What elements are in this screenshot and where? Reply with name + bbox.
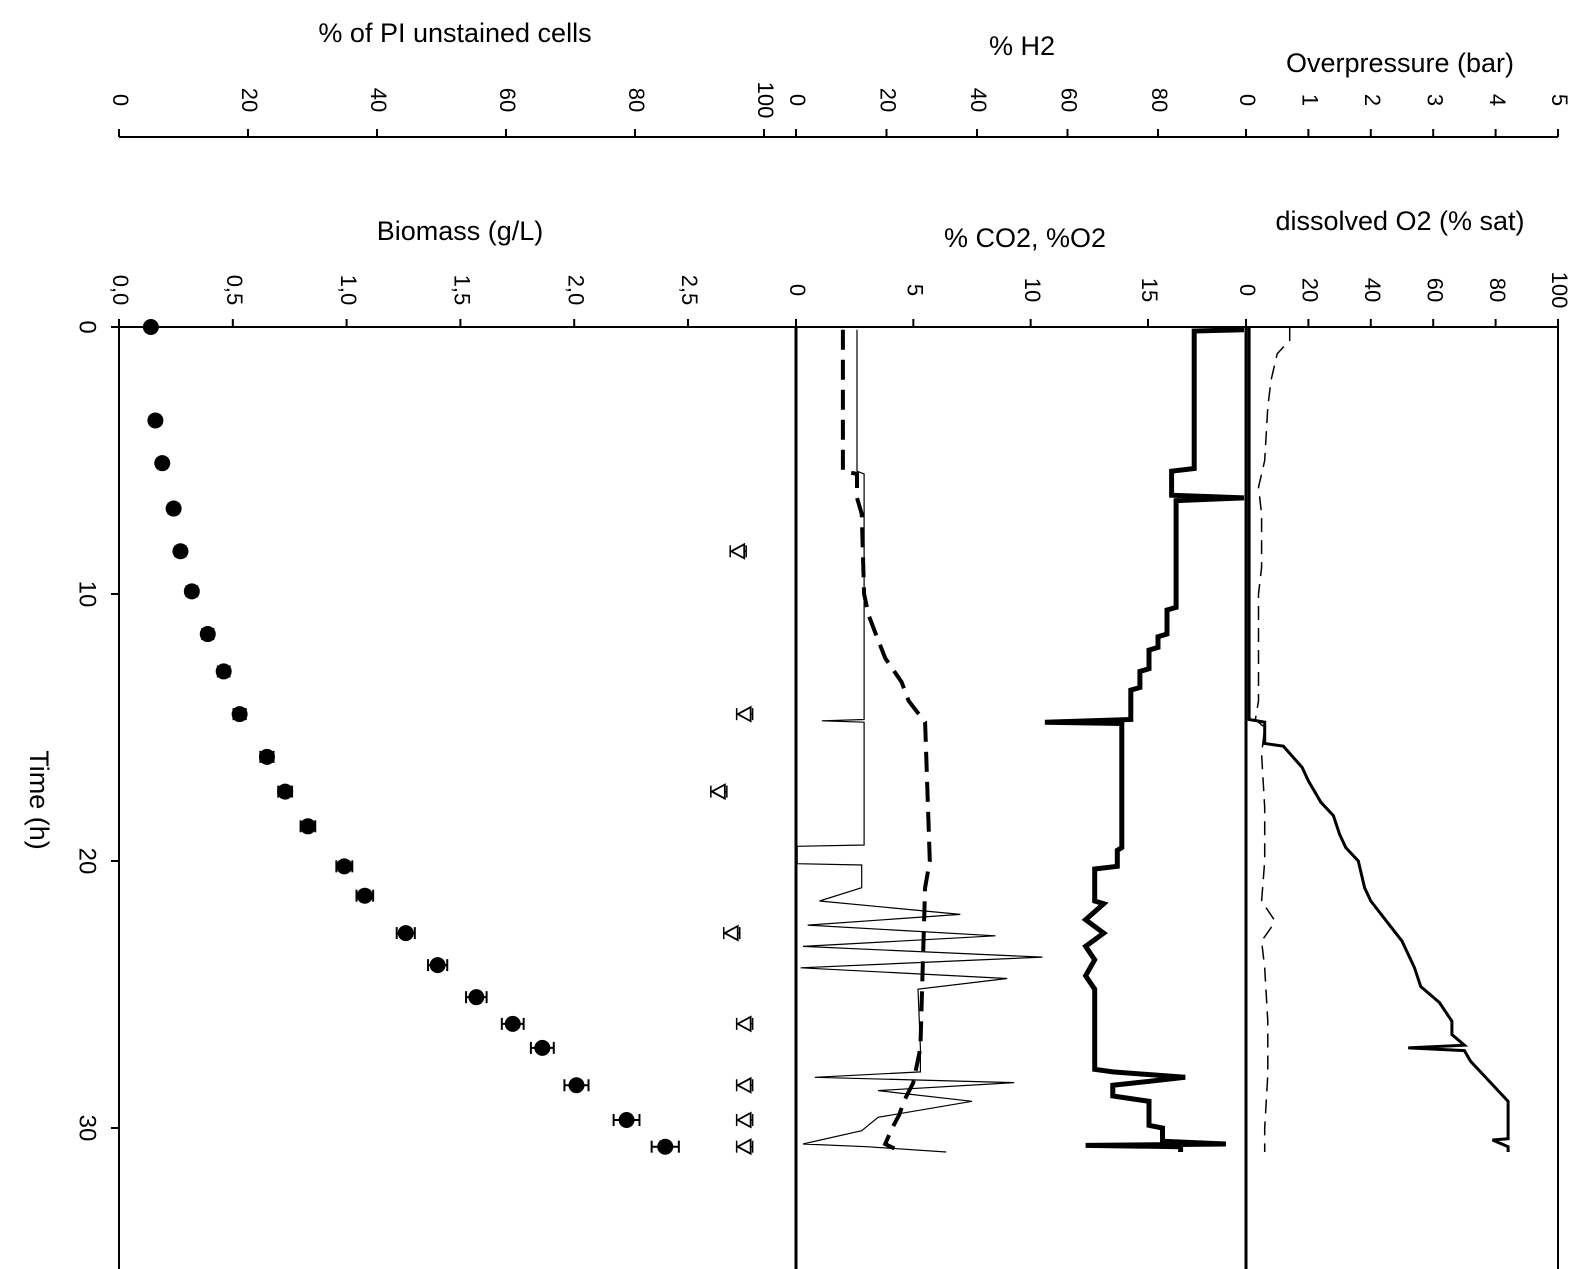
tick-label: 1 xyxy=(1298,94,1323,106)
tick-label: 1,5 xyxy=(450,275,475,306)
time-axis-title: Time (h) xyxy=(24,750,54,850)
tick-label: 4 xyxy=(1485,94,1510,106)
tick-label: 0,5 xyxy=(222,275,247,306)
axis-titles: % of PI unstained cells % H2 Overpressur… xyxy=(24,18,1525,850)
biomass-point xyxy=(657,1138,674,1155)
tick-label: 80 xyxy=(624,88,649,112)
panel-frames xyxy=(118,136,1559,1269)
pi-point xyxy=(722,924,739,942)
tick-label: 2 xyxy=(1360,94,1385,106)
tick-label: 40 xyxy=(366,88,391,112)
overpressure-line xyxy=(1247,327,1510,1152)
biomass-point xyxy=(231,706,248,723)
biomass-point xyxy=(142,319,159,335)
tick-label: 100 xyxy=(1547,272,1572,309)
biomass-point xyxy=(172,543,189,560)
biomass-point xyxy=(277,783,294,800)
h2-axis-title: % H2 xyxy=(989,31,1055,61)
tick-label: 60 xyxy=(1057,88,1082,112)
tick-label: 10 xyxy=(1020,278,1045,302)
biomass-point xyxy=(618,1111,635,1128)
biomass-point xyxy=(468,989,485,1006)
time-tick-label: 10 xyxy=(74,581,101,608)
tick-label: 1,0 xyxy=(336,275,361,306)
time-tick-label: 0 xyxy=(74,320,101,333)
tick-label: 100 xyxy=(753,82,778,119)
tick-label: 60 xyxy=(495,88,520,112)
h2-line xyxy=(1044,327,1245,1152)
overpressure-axis-title: Overpressure (bar) xyxy=(1286,48,1514,78)
biomass-point xyxy=(165,500,182,517)
biomass-point xyxy=(183,583,200,600)
tick-label: 20 xyxy=(237,88,262,112)
series-layer xyxy=(142,319,1510,1156)
biomass-point xyxy=(504,1015,521,1032)
biomass-point xyxy=(568,1077,585,1094)
biomass-point xyxy=(356,887,373,904)
pi-point xyxy=(735,705,752,723)
biomass-point xyxy=(199,626,216,643)
pi-point xyxy=(735,1111,752,1129)
tick-label: 2,0 xyxy=(563,275,588,306)
dissolved-o2-line xyxy=(1254,327,1291,1152)
tick-label: 0 xyxy=(108,94,133,106)
biomass-axis-title: Biomass (g/L) xyxy=(377,216,544,246)
biomass-point xyxy=(534,1039,551,1056)
tick-label: 0 xyxy=(1235,94,1260,106)
tick-label: 80 xyxy=(1485,278,1510,302)
tick-label: 3 xyxy=(1422,94,1447,106)
biomass-point xyxy=(336,858,353,875)
pi-point xyxy=(735,1015,752,1033)
tick-label: 0 xyxy=(1235,284,1260,296)
biomass-point xyxy=(154,455,171,472)
tick-label: 5 xyxy=(903,284,928,296)
tick-label: 60 xyxy=(1422,278,1447,302)
time-tick-label: 30 xyxy=(74,1115,101,1142)
pi-point xyxy=(735,1138,752,1156)
o2-line xyxy=(840,329,932,1154)
tick-label: 2,5 xyxy=(677,275,702,306)
pi-point xyxy=(735,1076,752,1094)
tick-label: 15 xyxy=(1137,278,1162,302)
pi-point xyxy=(709,783,726,801)
time-tick-label: 20 xyxy=(74,848,101,875)
do2-axis-title: dissolved O2 (% sat) xyxy=(1275,206,1524,236)
tick-label: 0,0 xyxy=(108,275,133,306)
tick-label: 0 xyxy=(785,284,810,296)
tick-label: 40 xyxy=(966,88,991,112)
co2-line xyxy=(796,329,1043,1153)
tick-label: 80 xyxy=(1147,88,1172,112)
biomass-point xyxy=(215,663,232,680)
pi-point xyxy=(729,542,746,560)
biomass-point xyxy=(397,925,414,942)
tick-label: 40 xyxy=(1360,278,1385,302)
tick-label: 20 xyxy=(876,88,901,112)
tick-label: 20 xyxy=(1298,278,1323,302)
biomass-point xyxy=(258,748,275,765)
biomass-point xyxy=(299,818,316,835)
tick-label: 5 xyxy=(1547,94,1572,106)
biomass-point xyxy=(147,412,164,429)
co2o2-axis-title: % CO2, %O2 xyxy=(944,223,1106,253)
tick-label: 0 xyxy=(785,94,810,106)
biomass-point xyxy=(429,957,446,974)
pi-axis-title: % of PI unstained cells xyxy=(318,18,591,48)
